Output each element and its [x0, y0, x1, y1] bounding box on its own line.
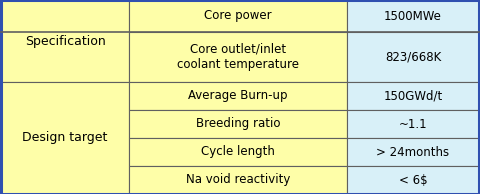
Bar	[1, 0, 129, 82]
Text: 1500MWe: 1500MWe	[384, 10, 442, 23]
Bar	[129, 0, 347, 32]
Bar	[129, 138, 347, 166]
Text: Specification: Specification	[24, 35, 106, 48]
Text: < 6$: < 6$	[399, 173, 427, 186]
Text: Design target: Design target	[22, 132, 108, 145]
Text: 823/668K: 823/668K	[385, 50, 441, 63]
Text: Breeding ratio: Breeding ratio	[196, 118, 280, 131]
Text: Cycle length: Cycle length	[201, 146, 275, 158]
Bar	[347, 82, 479, 110]
Bar	[347, 138, 479, 166]
Text: 150GWd/t: 150GWd/t	[384, 89, 443, 102]
Text: Core outlet/inlet
coolant temperature: Core outlet/inlet coolant temperature	[177, 43, 299, 71]
Text: Core power: Core power	[204, 10, 272, 23]
Bar	[347, 166, 479, 194]
Text: Average Burn-up: Average Burn-up	[188, 89, 288, 102]
Bar	[347, 110, 479, 138]
Bar	[129, 166, 347, 194]
Bar	[347, 32, 479, 82]
Bar	[129, 82, 347, 110]
Bar	[129, 32, 347, 82]
Bar	[347, 0, 479, 32]
Text: > 24months: > 24months	[376, 146, 450, 158]
Text: ~1.1: ~1.1	[399, 118, 427, 131]
Bar	[1, 82, 129, 194]
Bar	[129, 110, 347, 138]
Text: Na void reactivity: Na void reactivity	[186, 173, 290, 186]
